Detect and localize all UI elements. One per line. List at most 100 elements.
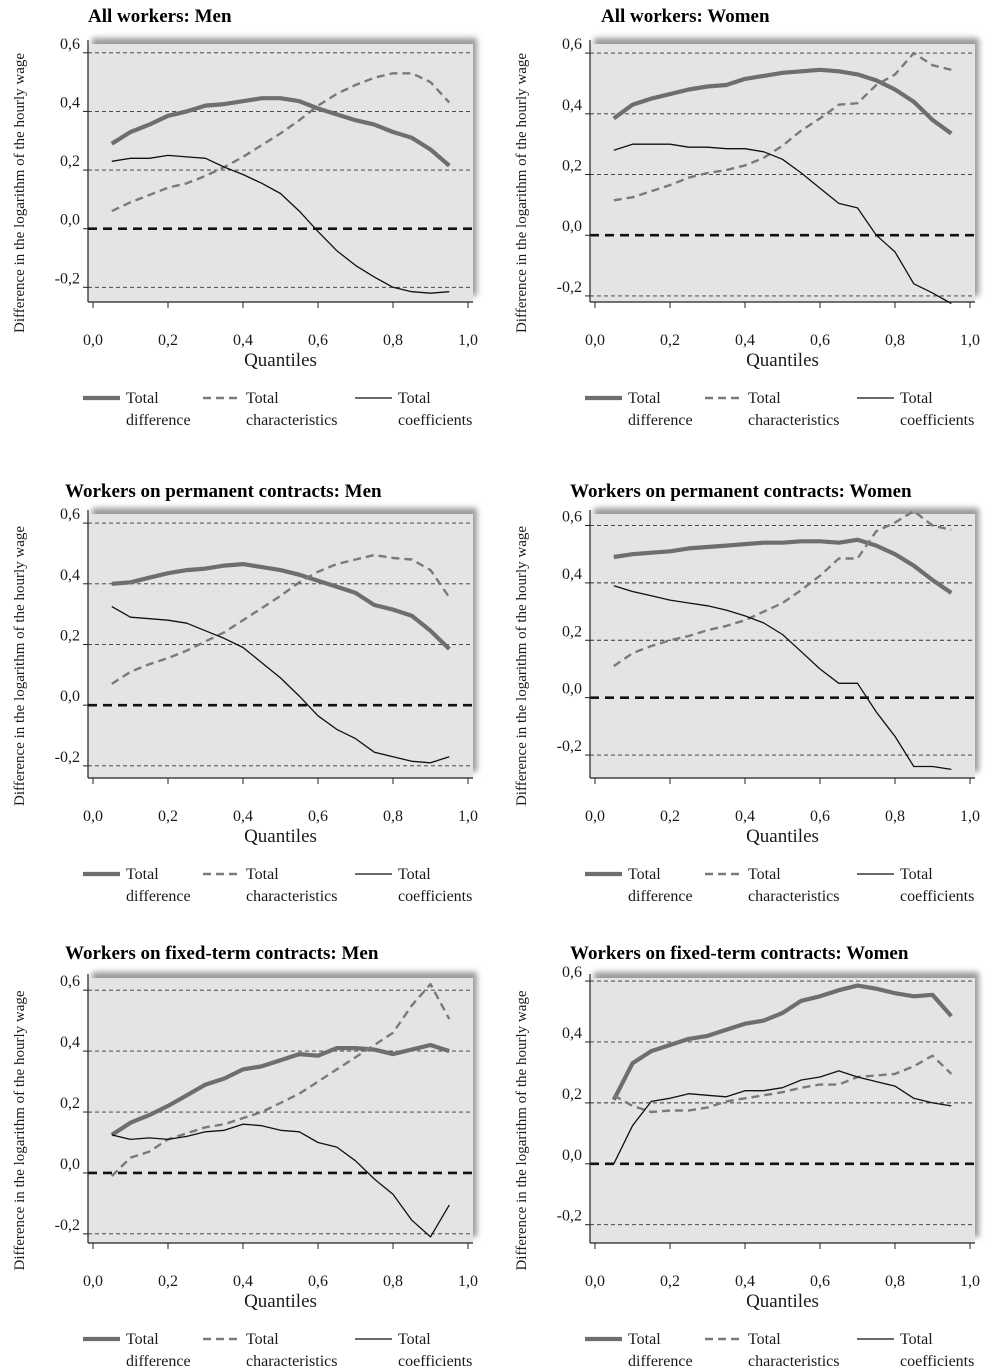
x-tick-label: 1,0 [458,332,478,349]
y-tick-label: 0,6 [60,506,80,523]
x-tick-label: 0,8 [885,1273,905,1290]
y-tick-label: 0,2 [60,1095,80,1112]
series-line-thick [611,983,953,1101]
y-tick-label: -0,2 [55,270,80,287]
x-tick-label: 0,6 [308,808,328,825]
x-tick-label: 0,8 [383,1273,403,1290]
legend-label: coefficients [900,888,974,905]
x-tick-label: 0,6 [810,808,830,825]
y-tick-label: 0,2 [562,623,582,640]
x-tick-label: 1,0 [960,332,980,349]
series-line-thick [110,96,451,168]
legend-label: Total [126,390,159,407]
x-tick-label: 0,6 [308,332,328,349]
x-tick-label: 0,6 [308,1273,328,1290]
series-line-dashed [111,72,451,213]
y-tick-label: 0,4 [60,567,80,584]
chart-panel-3: Workers on permanent contracts: Men -0,2 0… [12,481,478,905]
legend-label: Total [246,1331,279,1348]
x-axis-label: Quantiles [244,350,317,371]
legend-label: coefficients [900,412,974,429]
x-tick-label: 0,0 [83,332,103,349]
x-tick-label: 0,2 [660,1273,680,1290]
x-tick-label: 0,2 [660,332,680,349]
series-line-thin [613,143,952,305]
plot-area [88,44,473,302]
legend-label: Total [748,390,781,407]
series-line-thick [110,1042,450,1137]
legend-label: Total [900,1331,933,1348]
plot-area [88,978,473,1243]
x-tick-label: 0,8 [885,808,905,825]
x-tick-label: 0,0 [83,808,103,825]
panel-title: All workers: Women [601,6,770,27]
x-tick-label: 0,8 [885,332,905,349]
y-tick-label: 0,0 [562,1147,582,1164]
legend-label: difference [126,1353,191,1368]
y-tick-label: 0,0 [562,218,582,235]
series-line-thick [613,537,953,595]
x-tick-label: 0,0 [585,808,605,825]
series-line-thin [111,1123,450,1238]
x-tick-label: 0,2 [158,808,178,825]
legend-label: Total [398,390,431,407]
legend-label: characteristics [246,412,338,429]
legend-label: Total [398,866,431,883]
x-tick-label: 0,4 [233,332,253,349]
legend-label: difference [628,1353,693,1368]
x-tick-label: 0,4 [735,808,755,825]
x-axis-label: Quantiles [746,1291,819,1312]
legend-label: Total [748,866,781,883]
legend-label: Total [900,390,933,407]
x-tick-label: 0,6 [810,1273,830,1290]
legend-label: characteristics [246,888,338,905]
legend-label: Total [900,866,933,883]
x-tick-label: 0,4 [233,1273,253,1290]
legend-label: coefficients [398,412,472,429]
x-axis-label: Quantiles [746,826,819,847]
series-line-dashed [613,51,952,202]
chart-panel-5: Workers on fixed-term contracts: Men -0,2… [12,943,478,1368]
panel-title: Workers on fixed-term contracts: Men [65,943,379,964]
y-tick-label: -0,2 [557,738,582,755]
chart-panel-1: All workers: Men -0,2 0,0 0,2 0,4 0,6 0,0 0,2 0,… [12,6,478,429]
series-line-thin [613,585,952,771]
series-line-dashed [613,509,952,668]
series-line-dashed [613,1054,953,1114]
y-tick-label: 0,6 [562,508,582,525]
y-tick-label: 0,0 [562,681,582,698]
legend-label: difference [628,888,693,905]
y-tick-label: 0,2 [562,1086,582,1103]
y-tick-label: -0,2 [55,749,80,766]
x-tick-label: 1,0 [458,1273,478,1290]
legend-label: Total [748,1331,781,1348]
panel-title: All workers: Men [88,6,232,27]
legend-label: coefficients [900,1353,974,1368]
legend-label: coefficients [398,888,472,905]
x-tick-label: 0,4 [233,808,253,825]
x-tick-label: 0,6 [810,332,830,349]
plot-area [590,44,975,302]
y-tick-label: 0,4 [562,97,582,114]
x-axis-label: Quantiles [746,350,819,371]
y-tick-label: 0,4 [562,566,582,583]
legend-label: Total [246,390,279,407]
legend-label: Total [246,866,279,883]
legend-label: Total [126,866,159,883]
y-axis-label: Difference in the logarithm of the hourl… [12,526,28,806]
x-tick-label: 0,0 [585,1273,605,1290]
legend-label: difference [126,412,191,429]
y-axis-label: Difference in the logarithm of the hourl… [12,990,28,1270]
x-tick-label: 0,8 [383,332,403,349]
x-tick-label: 0,2 [158,332,178,349]
legend-label: Total [398,1331,431,1348]
plot-area [88,514,473,778]
y-axis-label: Difference in the logarithm of the hourl… [514,526,530,806]
series-line-thin [111,154,450,294]
y-tick-label: 0,0 [60,688,80,705]
y-tick-label: 0,2 [60,627,80,644]
series-line-dashed [111,553,451,685]
legend-label: Total [628,1331,661,1348]
legend-label: Total [628,390,661,407]
